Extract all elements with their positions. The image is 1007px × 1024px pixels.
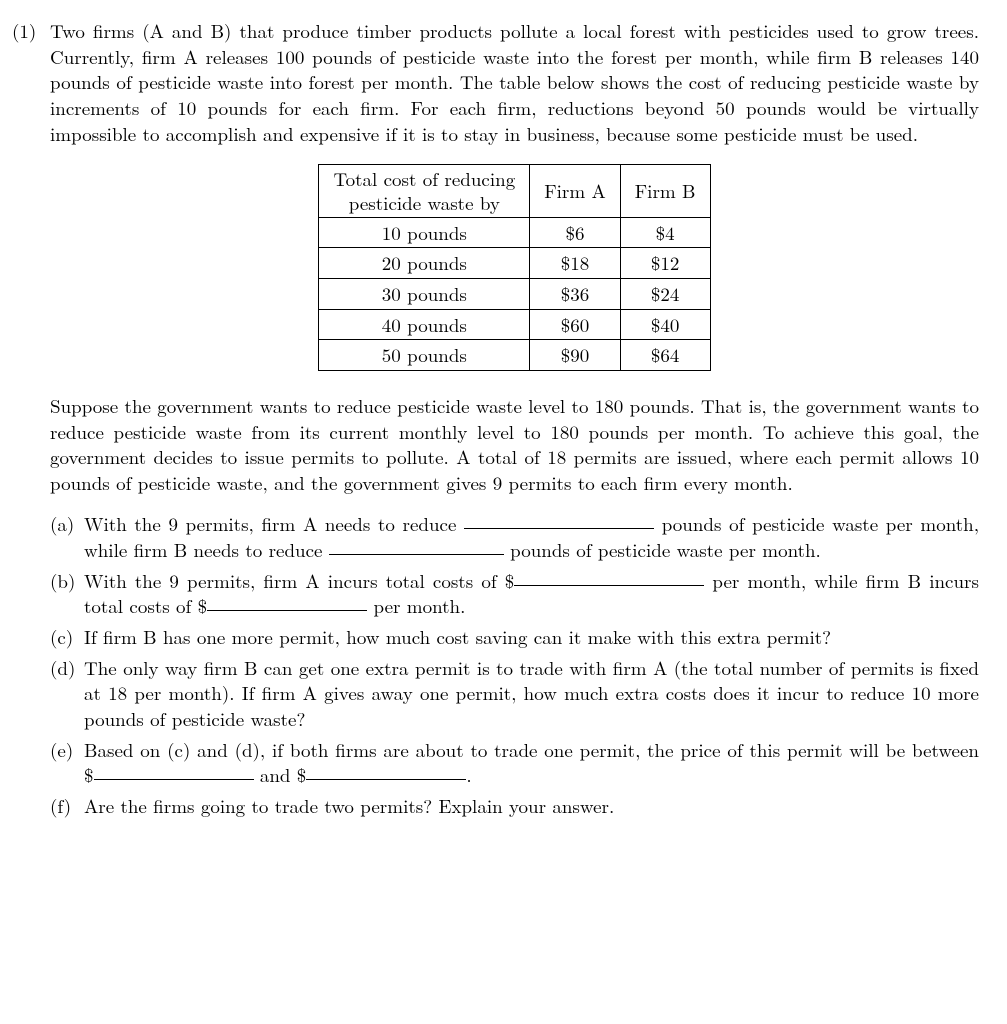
subpart-label: (a) (50, 511, 84, 537)
fill-blank (514, 568, 704, 586)
text-segment: and $ (254, 761, 307, 788)
subpart-body: Are the firms going to trade two permits… (84, 793, 979, 819)
subpart-label: (e) (50, 737, 84, 763)
text-segment: pounds of pesticide waste per month. (504, 536, 821, 563)
subpart-e: (e) Based on (c) and (d), if both firms … (50, 737, 979, 788)
row-label: 30 pounds (319, 278, 530, 309)
text-segment: per month. (367, 592, 465, 619)
fill-blank (207, 593, 367, 611)
text-segment: With the 9 permits, firm A needs to redu… (84, 510, 464, 537)
header-firm-b: Firm B (620, 165, 710, 218)
subpart-b: (b) With the 9 permits, firm A incurs to… (50, 568, 979, 619)
cost-table-wrap: Total cost of reducing pesticide waste b… (50, 164, 979, 371)
subpart-body: With the 9 permits, firm A needs to redu… (84, 511, 979, 562)
row-label: 10 pounds (319, 217, 530, 248)
row-val-b: $12 (620, 248, 710, 279)
row-val-b: $4 (620, 217, 710, 248)
row-label: 50 pounds (319, 340, 530, 371)
subpart-label: (c) (50, 624, 84, 650)
fill-blank (329, 537, 504, 555)
subparts-list: (a) With the 9 permits, firm A needs to … (50, 511, 979, 818)
row-val-b: $24 (620, 278, 710, 309)
middle-paragraph: Suppose the government wants to reduce p… (50, 393, 979, 496)
subpart-d: (d) The only way firm B can get one extr… (50, 655, 979, 732)
table-row: 50 pounds $90 $64 (319, 340, 710, 371)
fill-blank (464, 511, 654, 529)
table-header-row: Total cost of reducing pesticide waste b… (319, 165, 710, 218)
problem-container: (1) Two firms (A and B) that produce tim… (12, 18, 979, 824)
problem-number: (1) (12, 18, 50, 44)
subpart-body: The only way firm B can get one extra pe… (84, 655, 979, 732)
subpart-a: (a) With the 9 permits, firm A needs to … (50, 511, 979, 562)
fill-blank (94, 762, 254, 780)
text-segment: . (466, 761, 471, 788)
subpart-c: (c) If firm B has one more permit, how m… (50, 624, 979, 650)
text-segment: With the 9 permits, firm A incurs total … (84, 567, 514, 594)
row-val-a: $60 (530, 309, 621, 340)
row-val-a: $90 (530, 340, 621, 371)
row-val-a: $36 (530, 278, 621, 309)
subpart-body: With the 9 permits, firm A incurs total … (84, 568, 979, 619)
table-row: 10 pounds $6 $4 (319, 217, 710, 248)
row-label: 20 pounds (319, 248, 530, 279)
row-label: 40 pounds (319, 309, 530, 340)
header-line2: pesticide waste by (349, 189, 500, 216)
subpart-body: If firm B has one more permit, how much … (84, 624, 979, 650)
table-row: 20 pounds $18 $12 (319, 248, 710, 279)
header-reduction: Total cost of reducing pesticide waste b… (319, 165, 530, 218)
fill-blank (306, 762, 466, 780)
subpart-label: (d) (50, 655, 84, 681)
cost-table: Total cost of reducing pesticide waste b… (318, 164, 710, 371)
row-val-a: $6 (530, 217, 621, 248)
intro-paragraph: Two firms (A and B) that produce timber … (50, 18, 979, 146)
subpart-label: (b) (50, 568, 84, 594)
table-row: 30 pounds $36 $24 (319, 278, 710, 309)
header-firm-a: Firm A (530, 165, 621, 218)
row-val-b: $40 (620, 309, 710, 340)
subpart-body: Based on (c) and (d), if both firms are … (84, 737, 979, 788)
subpart-label: (f) (50, 793, 84, 819)
problem-body: Two firms (A and B) that produce timber … (50, 18, 979, 824)
subpart-f: (f) Are the firms going to trade two per… (50, 793, 979, 819)
row-val-b: $64 (620, 340, 710, 371)
table-row: 40 pounds $60 $40 (319, 309, 710, 340)
row-val-a: $18 (530, 248, 621, 279)
